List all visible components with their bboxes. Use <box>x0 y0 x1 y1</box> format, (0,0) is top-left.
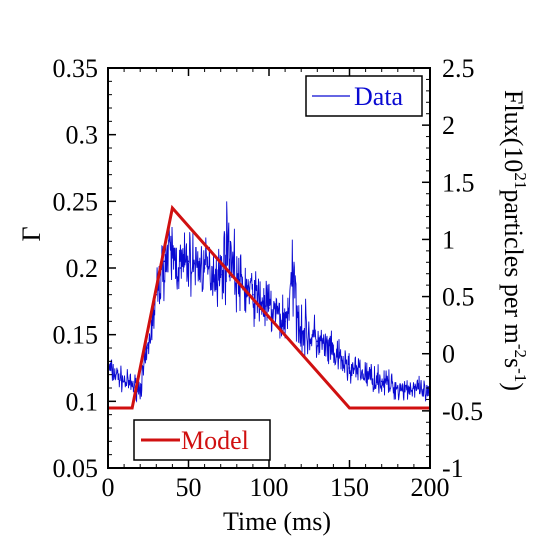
data-point <box>300 327 303 329</box>
y-right-tick-label: -1 <box>442 454 464 483</box>
data-point <box>139 387 141 389</box>
data-point <box>252 293 254 296</box>
data-point <box>171 253 174 256</box>
x-tick-label: 0 <box>102 473 115 502</box>
legend-model-label: Model <box>181 426 249 455</box>
ticks-layer: 0 50 100 150 200 0.05 0.1 0.15 0.2 0.25 0.3 0.35 -1 -… <box>53 54 484 502</box>
x-axis-title: Time (ms) <box>223 507 331 536</box>
y-right-tick-label: 0.5 <box>442 283 475 312</box>
y-right-tick-label: -0.5 <box>442 397 483 426</box>
model-layer <box>108 204 430 410</box>
data-point <box>163 260 166 263</box>
x-tick-label: 200 <box>411 473 450 502</box>
data-point <box>413 387 415 389</box>
data-layer <box>107 201 431 403</box>
data-point <box>332 353 335 356</box>
y-right-tick-label: 2.5 <box>442 54 475 83</box>
y-tick-label: 0.25 <box>53 187 99 216</box>
y-tick-label: 0.3 <box>66 121 99 150</box>
legend-data: Data <box>305 75 423 117</box>
data-point <box>227 240 230 243</box>
y-right-tick-label: 1 <box>442 225 455 254</box>
data-point <box>380 380 383 383</box>
x-tick-label: 150 <box>330 473 369 502</box>
data-point <box>123 380 125 383</box>
y-tick-label: 0.1 <box>66 387 99 416</box>
data-point <box>179 267 182 269</box>
x-tick-label: 100 <box>250 473 289 502</box>
data-point <box>316 340 319 343</box>
data-point <box>187 260 190 263</box>
y-right-tick-label: 1.5 <box>442 168 475 197</box>
y-tick-label: 0.15 <box>53 321 99 350</box>
model-series-line <box>108 204 430 410</box>
legend-data-label: Data <box>354 82 404 111</box>
legend-model: Model <box>133 419 271 461</box>
data-point <box>284 320 286 323</box>
data-point <box>219 273 222 276</box>
y-tick-label: 0.2 <box>66 254 99 283</box>
legend-data-box <box>305 75 423 117</box>
data-point <box>147 347 150 349</box>
y-tick-label: 0.05 <box>53 454 99 483</box>
y-axis-title: Γ <box>17 226 46 241</box>
data-point <box>397 387 399 389</box>
y-right-tick-label: 2 <box>442 111 455 140</box>
data-point <box>348 367 351 369</box>
data-series-line <box>107 201 431 403</box>
data-point <box>292 280 294 283</box>
y-right-tick-label: 0 <box>442 340 455 369</box>
y-tick-label: 0.35 <box>53 54 99 83</box>
data-point <box>364 373 367 376</box>
data-point <box>203 267 206 269</box>
x-tick-label: 50 <box>176 473 202 502</box>
y-right-axis-title: Flux(1021particles per m-2s-1) <box>499 90 530 391</box>
data-point <box>268 307 270 309</box>
